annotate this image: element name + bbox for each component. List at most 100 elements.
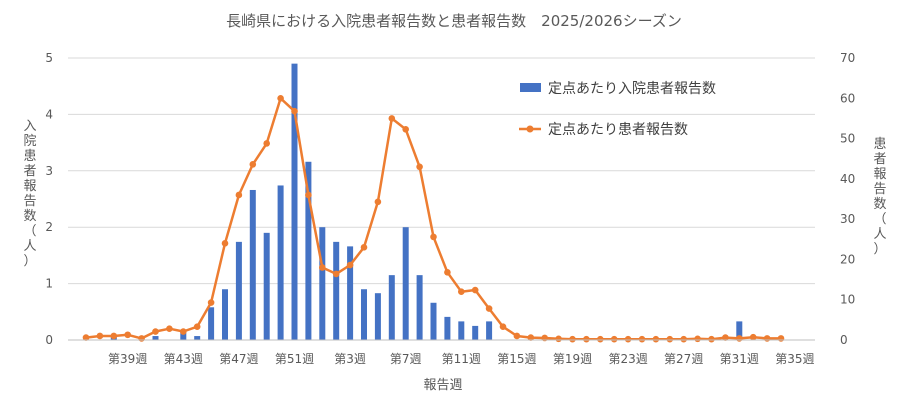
axis-label-char: 報	[23, 179, 36, 194]
line-point	[263, 140, 271, 147]
line-point	[430, 233, 437, 241]
line-point	[221, 240, 229, 247]
line-point	[235, 191, 243, 199]
x-tick-label: 第3週	[334, 352, 366, 366]
axis-label-char: 入	[23, 119, 36, 134]
bar	[208, 307, 215, 340]
line-layer	[82, 94, 785, 343]
line-point	[527, 334, 535, 341]
left-y-tick-label: 3	[45, 164, 53, 178]
axis-label-char: 数	[23, 209, 36, 224]
line-point	[388, 115, 396, 122]
bar	[472, 325, 479, 340]
axis-label-char: 告	[873, 182, 886, 197]
bar	[416, 275, 423, 340]
x-axis-label: 報告週	[423, 378, 462, 393]
line-point	[110, 332, 118, 340]
bar	[388, 275, 395, 340]
line-point	[332, 270, 340, 278]
x-axis: 第39週 第43週 第47週 第51週 第3週 第7週 第11週 第15週 第19週 第23週 第2…	[68, 339, 815, 366]
line-point	[708, 335, 715, 343]
legend-swatch-bar	[520, 83, 541, 92]
line-point	[485, 305, 493, 312]
right-y-axis: 0 10 20 30 40 50 60 70	[840, 51, 855, 347]
axis-label-char: 者	[873, 152, 886, 167]
legend: 定点あたり入院患者報告数 定点あたり患者報告数	[519, 81, 716, 138]
line-point	[499, 323, 507, 331]
line-point	[207, 299, 215, 306]
line-point	[96, 332, 104, 340]
line-point	[166, 325, 173, 333]
axis-label-char: 人	[873, 227, 886, 242]
axis-label-char: 者	[23, 164, 36, 179]
line-point	[124, 331, 131, 339]
right-y-tick-label: 50	[840, 132, 855, 146]
left-y-axis-label: 入院患者報告数（人）	[23, 119, 36, 269]
axis-label-char: （	[23, 224, 36, 239]
grid-lines	[68, 57, 815, 341]
line-point	[277, 94, 284, 102]
axis-label-char: 数	[873, 197, 886, 212]
line-point	[666, 335, 674, 343]
x-tick-label: 第39週	[108, 352, 147, 366]
x-tick-label: 第11週	[442, 352, 481, 366]
x-tick-label: 第47週	[219, 352, 258, 366]
axis-label-char: 人	[23, 239, 36, 254]
bar	[736, 321, 743, 340]
line-point	[624, 335, 632, 343]
line-point	[513, 332, 521, 340]
bar	[319, 227, 326, 340]
left-y-tick-label: 1	[45, 277, 53, 291]
right-y-tick-label: 60	[840, 91, 855, 105]
line-point	[291, 107, 298, 115]
x-tick-label: 第31週	[720, 352, 759, 366]
line-point	[360, 244, 368, 251]
left-y-tick-label: 5	[45, 51, 53, 65]
line-point	[305, 191, 312, 199]
line-point	[638, 335, 646, 343]
bar	[235, 241, 242, 340]
line-point	[610, 335, 618, 343]
line-point	[652, 335, 660, 343]
line-point	[346, 261, 354, 269]
left-y-tick-label: 0	[45, 333, 53, 347]
axis-label-char: 告	[23, 194, 36, 209]
line-point	[777, 335, 785, 342]
axis-label-char: 院	[23, 134, 36, 149]
bar	[347, 246, 354, 340]
line-point	[569, 335, 576, 343]
bar	[263, 232, 270, 340]
line-point	[193, 323, 201, 331]
x-tick-label: 第15週	[497, 352, 536, 366]
line-point	[249, 161, 257, 168]
line-point	[680, 335, 687, 343]
axis-label-char: ）	[23, 254, 36, 269]
line-point	[416, 163, 423, 171]
bar	[180, 331, 187, 340]
bar	[222, 289, 228, 340]
left-y-axis: 0 1 2 3 4 5	[45, 51, 53, 347]
left-y-tick-label: 2	[45, 220, 53, 234]
bar	[430, 302, 437, 340]
line-point	[471, 286, 479, 294]
bar	[194, 336, 201, 340]
line-point	[749, 333, 757, 341]
chart-title: 長崎県における入院患者報告数と患者報告数 2025/2026シーズン	[226, 12, 682, 30]
line-point	[402, 126, 410, 133]
bar	[458, 321, 465, 340]
bar	[249, 189, 256, 340]
line-point	[597, 335, 604, 343]
left-y-tick-label: 4	[45, 107, 53, 121]
bar	[486, 321, 493, 340]
line-point	[444, 269, 451, 276]
bar	[402, 227, 409, 340]
line-point	[583, 335, 590, 343]
line-point	[319, 264, 326, 271]
x-tick-label: 第43週	[164, 352, 203, 366]
axis-label-char: 報	[873, 167, 886, 182]
legend-label-bar: 定点あたり入院患者報告数	[548, 81, 716, 97]
x-tick-label: 第27週	[664, 352, 703, 366]
right-y-tick-label: 20	[840, 252, 855, 266]
axis-label-char: 患	[23, 149, 36, 164]
